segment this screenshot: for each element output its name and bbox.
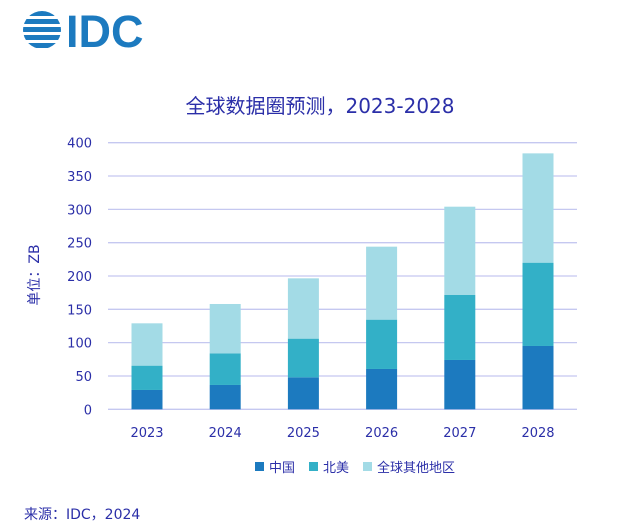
legend-swatch bbox=[254, 462, 264, 471]
legend-swatch bbox=[308, 462, 318, 471]
source-note: 来源：IDC，2024 bbox=[24, 507, 141, 523]
bar-segment-2023-中国 bbox=[131, 389, 163, 410]
svg-text:IDC: IDC bbox=[66, 8, 144, 52]
legend: 中国 北美 全球其他地区 bbox=[0, 457, 640, 476]
y-tick-label: 0 bbox=[84, 403, 92, 418]
bar-segment-2026-中国 bbox=[366, 368, 398, 410]
bar-segment-2023-北美 bbox=[131, 365, 163, 390]
bar-segment-2025-全球其他地区 bbox=[287, 278, 319, 339]
bar-segment-2024-全球其他地区 bbox=[209, 303, 241, 354]
y-tick-label: 250 bbox=[67, 237, 92, 252]
x-tick-label: 2023 bbox=[130, 426, 163, 441]
y-tick-label: 150 bbox=[67, 303, 92, 318]
y-tick-label: 300 bbox=[67, 203, 92, 218]
bar-segment-2027-全球其他地区 bbox=[444, 206, 476, 295]
bar-segment-2028-全球其他地区 bbox=[522, 153, 554, 263]
bar-segment-2027-中国 bbox=[444, 359, 476, 410]
y-tick-label: 350 bbox=[67, 170, 92, 185]
bar-segment-2026-北美 bbox=[366, 319, 398, 369]
bar-segment-2028-中国 bbox=[522, 345, 554, 410]
chart-title: 全球数据圈预测，2023-2028 bbox=[185, 94, 455, 118]
x-tick-label: 2027 bbox=[443, 426, 476, 441]
x-tick-label: 2026 bbox=[365, 426, 398, 441]
y-tick-label: 50 bbox=[75, 370, 92, 385]
bar-segment-2026-全球其他地区 bbox=[366, 246, 398, 320]
x-tick-label: 2025 bbox=[287, 426, 320, 441]
x-tick-label: 2028 bbox=[521, 426, 554, 441]
bar-segment-2024-中国 bbox=[209, 384, 241, 410]
bar-segment-2027-北美 bbox=[444, 294, 476, 360]
legend-label: 北美 bbox=[322, 461, 349, 476]
legend-item: 全球其他地区 bbox=[363, 457, 455, 476]
y-tick-label: 200 bbox=[67, 270, 92, 285]
legend-item: 中国 bbox=[254, 457, 295, 476]
legend-swatch bbox=[363, 462, 372, 471]
bar-segment-2028-北美 bbox=[522, 262, 554, 346]
idc-logo: IDC bbox=[23, 8, 144, 52]
legend-item: 北美 bbox=[308, 457, 349, 476]
bar-segment-2025-北美 bbox=[287, 338, 319, 378]
bar-segment-2025-中国 bbox=[287, 377, 319, 410]
y-tick-label: 400 bbox=[67, 137, 92, 152]
x-tick-label: 2024 bbox=[209, 426, 242, 441]
y-tick-label: 100 bbox=[67, 337, 92, 352]
legend-label: 全球其他地区 bbox=[377, 461, 456, 476]
bar-segment-2023-全球其他地区 bbox=[131, 323, 163, 366]
bar-segment-2024-北美 bbox=[209, 353, 241, 385]
legend-label: 中国 bbox=[268, 461, 295, 476]
